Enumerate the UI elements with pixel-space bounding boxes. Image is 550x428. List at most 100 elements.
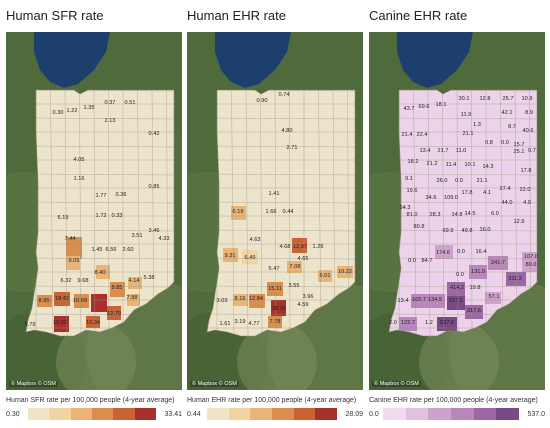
county-fill	[267, 282, 283, 296]
legend-color-bar	[383, 408, 520, 420]
county-rate-label: 241.7	[491, 260, 505, 266]
legend-swatch	[315, 408, 338, 420]
county-rate-label: 4.80	[282, 128, 293, 134]
county-rate-label: 18.42	[55, 296, 69, 302]
county-rate-label: 1.66	[266, 209, 277, 215]
county-rate-label: 30.1	[459, 96, 470, 102]
county-rate-label: 3.46	[149, 228, 160, 234]
county-rate-label: 18.2	[408, 159, 419, 165]
county-rate-label: 0.42	[149, 131, 160, 137]
county-border	[108, 90, 110, 336]
legend-swatch	[91, 408, 114, 420]
county-rate-label: 21.4	[402, 132, 413, 138]
county-rate-label: 19.8	[470, 285, 481, 291]
county-rate-label: 9.05	[69, 258, 80, 264]
map-attribution: © Mapbox © OSM	[9, 381, 58, 387]
county-rate-label: 2.0	[389, 320, 397, 326]
terrain-patch	[237, 322, 317, 390]
county-rate-label: 84.7	[422, 258, 433, 264]
county-fill	[318, 270, 332, 282]
county-rate-label: 15.7	[514, 142, 525, 148]
county-border	[26, 173, 174, 176]
map-frame[interactable]: 30.1 12.8 25.7 10.9 43.7 69.6 18.1 11.9 42.1 8.9 1…	[369, 32, 545, 390]
county-rate-label: 8.7	[508, 124, 516, 130]
county-rate-label: 4.14	[129, 278, 140, 284]
legend-swatch	[250, 408, 273, 420]
county-fill	[268, 316, 282, 328]
county-border	[389, 257, 537, 260]
county-rate-label: 174.6	[436, 250, 450, 256]
legend-label: Human EHR rate per 100,000 people (4-yea…	[187, 397, 357, 404]
legend-swatch	[383, 408, 406, 420]
county-rate-label: 537.6	[449, 298, 463, 304]
county-rate-label: 134.5	[428, 297, 442, 303]
map-frame[interactable]: 0.37 0.51 0.30 1.22 1.35 2.13 0.42 4.05 1.16 0.85…	[6, 32, 182, 390]
legend-swatch	[207, 408, 229, 420]
county-rate-label: 311.3	[508, 276, 522, 282]
county-fill	[522, 252, 537, 272]
county-border	[260, 90, 263, 336]
county-border	[514, 90, 518, 336]
map-svg: 0.37 0.51 0.30 1.22 1.35 2.13 0.42 4.05 1.16 0.85…	[6, 32, 182, 390]
county-rate-label: 1.41	[269, 191, 280, 197]
legend-swatch	[272, 408, 294, 420]
county-border	[151, 90, 155, 336]
county-rate-label: 1.72	[96, 213, 107, 219]
county-rate-label: 1.3	[473, 122, 481, 128]
county-rate-label: 0.44	[283, 209, 294, 215]
legend-swatch	[428, 408, 452, 420]
county-rate-label: 0.90	[257, 98, 268, 104]
panel-title: Human EHR rate	[187, 8, 286, 23]
legend-swatch	[228, 408, 251, 420]
county-rate-label: 1.2	[425, 320, 433, 326]
terrain-patch	[56, 322, 136, 390]
county-rate-label: 1.16	[74, 176, 85, 182]
county-rate-label: 0.85	[149, 184, 160, 190]
county-border	[207, 173, 355, 176]
county-rate-label: 131.9	[471, 269, 485, 275]
county-rate-label: 69.9	[443, 228, 454, 234]
county-rate-label: 81.0	[407, 212, 418, 218]
county-border	[26, 201, 174, 204]
county-border	[26, 145, 174, 148]
county-border	[332, 90, 336, 336]
county-border	[207, 90, 355, 92]
county-rate-label: 1.77	[96, 193, 107, 199]
county-fill	[506, 272, 526, 286]
county-rate-label: 8.9	[525, 110, 533, 116]
county-fill	[223, 248, 238, 262]
county-rate-label: 0.33	[112, 213, 123, 219]
county-border	[207, 201, 355, 204]
county-rate-label: 8.16	[235, 296, 246, 302]
county-rate-label: 0.30	[53, 110, 64, 116]
county-rate-label: 1.61	[220, 321, 231, 327]
lake-michigan	[215, 32, 291, 88]
county-rate-label: 25.7	[503, 96, 514, 102]
legend-min: 0.30	[6, 411, 20, 418]
county-rate-label: 1.26	[313, 244, 324, 250]
county-rate-label: 21.1	[477, 178, 488, 184]
county-fill	[447, 296, 465, 310]
legend-color-bar	[28, 408, 156, 420]
panel-human-sfr: Human SFR rate 0.37 0.51 0.30 1.22 1.35 2.13 0…	[6, 0, 182, 428]
county-rate-label: 10.9	[522, 96, 533, 102]
county-rate-label: 6.32	[61, 278, 72, 284]
map-frame[interactable]: 0.90 0.74 4.80 2.71 1.41 6.19 1.66 0.44 4.63 4.68…	[187, 32, 363, 390]
terrain-patch	[419, 322, 499, 390]
county-fill	[287, 261, 302, 273]
state-outline	[25, 89, 175, 337]
county-rate-label: 7.78	[270, 319, 281, 325]
map-attribution: © Mapbox © OSM	[190, 381, 239, 387]
county-rate-label: 0.7	[528, 148, 536, 154]
county-rate-label: 69.6	[419, 104, 430, 110]
county-border	[64, 90, 68, 336]
county-rate-label: 4.1	[483, 190, 491, 196]
county-border	[389, 285, 537, 288]
county-rate-label: 0.0	[501, 140, 509, 146]
county-border	[207, 145, 355, 148]
county-border	[137, 90, 141, 336]
county-rate-label: 4.33	[159, 236, 170, 242]
county-rate-label: 3.96	[303, 294, 314, 300]
county-border	[389, 229, 537, 232]
lake-michigan	[397, 32, 473, 88]
